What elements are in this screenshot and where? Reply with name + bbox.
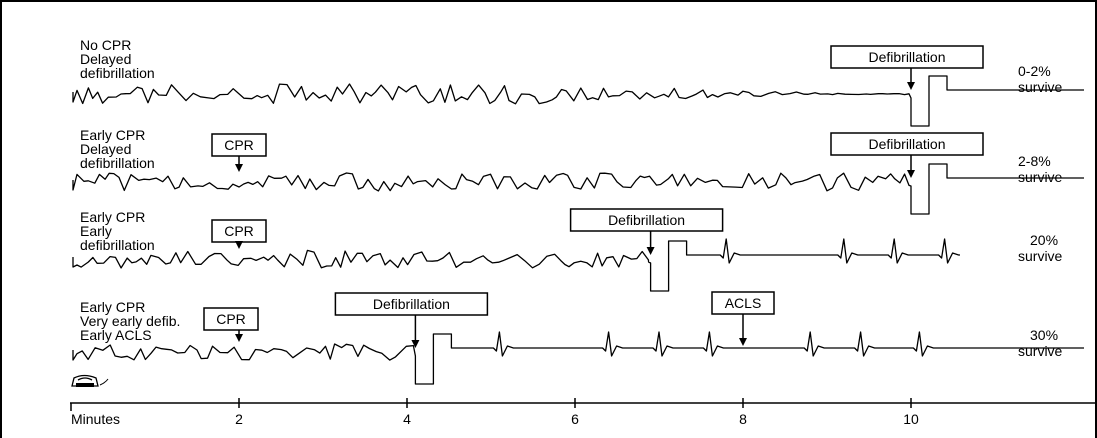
survival-label: survive bbox=[1018, 169, 1063, 185]
acls-arrow-head bbox=[739, 338, 747, 346]
ecg-trace bbox=[72, 75, 1084, 127]
defibrillation-arrow-head bbox=[646, 247, 655, 255]
scenario-early-cpr-very-early-defib-acls: Early CPR Very early defib. Early ACLS 3… bbox=[80, 299, 1063, 359]
survival-label: survive bbox=[1018, 343, 1063, 359]
scenario-label-line: defibrillation bbox=[80, 65, 155, 81]
axis-tick-label: 8 bbox=[739, 411, 747, 427]
scenario-label-line: Early CPR bbox=[80, 209, 145, 225]
cpr-label: CPR bbox=[224, 137, 254, 153]
event-markers: Defibrillation Defibrillation CPR Defibrill… bbox=[203, 45, 984, 348]
time-axis: Minutes 2 4 6 8 10 bbox=[70, 398, 1097, 427]
defibrillation-arrow-head bbox=[907, 82, 915, 90]
defibrillation-box bbox=[830, 132, 984, 156]
cpr-arrow-head bbox=[235, 164, 243, 172]
defibrillation-box bbox=[569, 208, 724, 232]
scenario-label-line: defibrillation bbox=[80, 155, 155, 171]
survival-label: survive bbox=[1018, 79, 1063, 95]
acls-label: ACLS bbox=[725, 295, 762, 311]
survival-rate: 2-8% bbox=[1018, 153, 1051, 169]
ecg-traces bbox=[72, 75, 1084, 385]
defibrillation-label: Defibrillation bbox=[868, 49, 945, 65]
scenario-label-line: Delayed bbox=[80, 141, 131, 157]
cpr-arrow-head bbox=[235, 334, 243, 342]
scenario-label-line: defibrillation bbox=[80, 237, 155, 253]
survival-rate: 0-2% bbox=[1018, 63, 1051, 79]
ecg-trace bbox=[72, 163, 1084, 215]
scenario-label-line: Early CPR bbox=[80, 299, 145, 315]
axis-tick-label: 10 bbox=[903, 411, 919, 427]
defibrillation-label: Defibrillation bbox=[373, 296, 450, 312]
ecg-trace bbox=[72, 238, 960, 292]
telephone-icon bbox=[71, 374, 109, 387]
defibrillation-label: Defibrillation bbox=[608, 212, 685, 228]
defibrillation-arrow-head bbox=[907, 170, 915, 178]
axis-ticks: 2 4 6 8 10 bbox=[235, 398, 919, 427]
defibrillation-label: Defibrillation bbox=[868, 136, 945, 152]
scenario-label-line: Delayed bbox=[80, 51, 131, 67]
scenario-label-line: Early bbox=[80, 223, 112, 239]
scenario-label-line: Early CPR bbox=[80, 127, 145, 143]
defibrillation-box bbox=[334, 292, 489, 316]
axis-label: Minutes bbox=[71, 411, 120, 427]
survival-label: survive bbox=[1018, 248, 1063, 264]
survival-rate: 30% bbox=[1030, 327, 1058, 343]
axis-tick-label: 2 bbox=[235, 411, 243, 427]
cpr-label: CPR bbox=[224, 223, 254, 239]
cpr-box bbox=[203, 307, 259, 331]
scenario-label-line: Very early defib. bbox=[80, 313, 180, 329]
scenario-early-cpr-early-defib: Early CPR Early defibrillation 20% survi… bbox=[80, 209, 1063, 264]
scenario-label-line: Early ACLS bbox=[80, 327, 152, 343]
cpr-arrow-head bbox=[235, 241, 243, 249]
scenario-early-cpr-delayed-defib: Early CPR Delayed defibrillation 2-8% su… bbox=[80, 127, 1063, 185]
scenario-label-line: No CPR bbox=[80, 37, 131, 53]
axis-tick-label: 4 bbox=[403, 411, 411, 427]
survival-rate: 20% bbox=[1030, 232, 1058, 248]
axis-tick-label: 6 bbox=[571, 411, 579, 427]
defibrillation-box bbox=[830, 45, 984, 69]
cpr-label: CPR bbox=[216, 311, 246, 327]
defibrillation-arrow-head bbox=[411, 340, 420, 348]
ecg-trace bbox=[72, 331, 1084, 385]
scenario-no-cpr-delayed-defib: No CPR Delayed defibrillation 0-2% survi… bbox=[80, 37, 1063, 95]
